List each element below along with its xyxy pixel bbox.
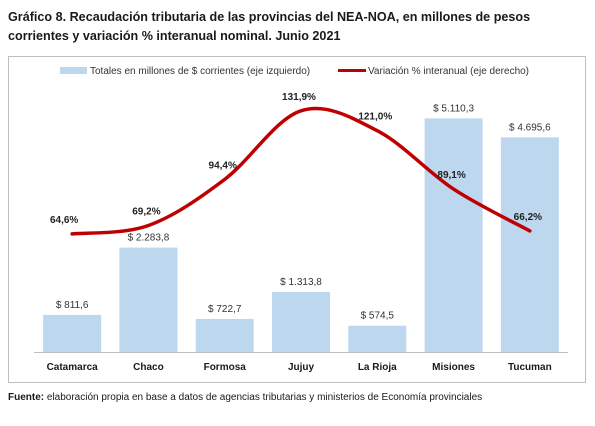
line-value-label: 94,4%: [209, 160, 237, 171]
x-tick-label: Catamarca: [47, 362, 99, 373]
x-tick-label: Formosa: [204, 362, 247, 373]
bar-la-rioja: [348, 325, 407, 352]
bar-jujuy: [272, 291, 330, 352]
x-tick-label: Tucuman: [508, 362, 552, 373]
legend: Totales en millones de $ corrientes (eje…: [60, 66, 529, 77]
line-value-label: 69,2%: [132, 206, 160, 217]
x-tick-label: Chaco: [133, 362, 164, 373]
bar-value-label: $ 722,7: [208, 304, 242, 315]
bar-value-label: $ 811,6: [56, 300, 89, 311]
source-label: Fuente:: [8, 392, 45, 403]
bar-value-label: $ 2.283,8: [128, 233, 170, 244]
chart-frame: [8, 56, 586, 383]
chart-title: Gráfico 8. Recaudación tributaria de las…: [8, 10, 531, 43]
line-series: 64,6% 69,2% 94,4% 131,9% 121,0% 89,1% 66,2%: [50, 92, 542, 236]
x-tick-label: Jujuy: [288, 362, 315, 373]
bar-value-label: $ 1.313,8: [280, 277, 322, 288]
chart: Totales en millones de $ corrientes (eje…: [34, 66, 568, 373]
bar-formosa: [195, 318, 254, 352]
x-tick-label: Misiones: [432, 362, 475, 373]
bar-misiones: [424, 118, 483, 352]
variation-line: [70, 106, 532, 236]
bar-value-label: $ 574,5: [361, 311, 395, 322]
legend-bar-label: Totales en millones de $ corrientes (eje…: [90, 66, 310, 77]
bar-catamarca: [43, 314, 102, 352]
line-value-label: 64,6%: [50, 215, 78, 226]
line-value-label: 121,0%: [358, 112, 392, 123]
line-value-label: 131,9%: [282, 92, 316, 103]
bar-series: $ 811,6 $ 2.283,8 $ 722,7 $ 1.313,8 $ 574,5 $…: [43, 103, 559, 352]
bar-value-label: $ 4.695,6: [509, 122, 551, 133]
legend-bar-swatch: [60, 67, 87, 74]
bar-tucuman: [500, 137, 559, 352]
source-note: Fuente: elaboración propia en base a dat…: [8, 392, 482, 403]
source-text: elaboración propia en base a datos de ag…: [44, 392, 483, 403]
legend-line-label: Variación % interanual (eje derecho): [368, 66, 529, 77]
x-tick-label: La Rioja: [358, 362, 397, 373]
x-axis: Catamarca Chaco Formosa Jujuy La Rioja Mision…: [34, 352, 568, 373]
bar-value-label: $ 5.110,3: [433, 103, 474, 114]
line-value-label: 89,1%: [437, 170, 465, 181]
line-value-label: 66,2%: [514, 212, 542, 223]
bar-chaco: [119, 247, 178, 352]
